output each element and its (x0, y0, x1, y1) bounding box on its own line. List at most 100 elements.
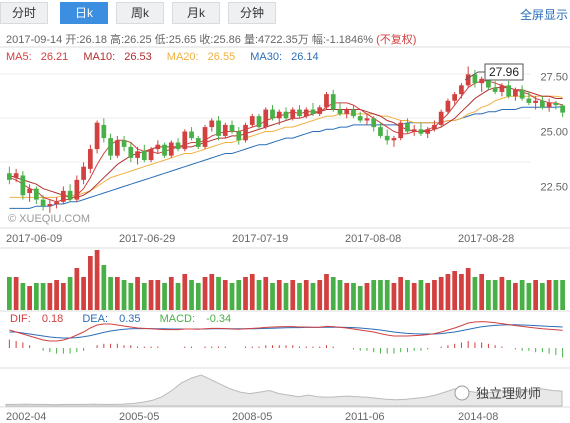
price-tag-callout: 27.96 (464, 63, 524, 81)
brand-text: 独立理财师 (476, 386, 541, 401)
volume-bar (432, 280, 437, 310)
ma10-legend: MA10: 26.53 (83, 51, 157, 63)
candle-body (357, 116, 363, 121)
fullscreen-button[interactable]: 全屏显示 (519, 8, 568, 22)
volume-bar (472, 277, 478, 310)
volume-bar (384, 280, 390, 310)
volume-bar (378, 280, 383, 310)
volume-bar (209, 274, 215, 310)
tab-weekly-k[interactable]: 周k (116, 2, 164, 24)
date-tick-label: 2017-08-08 (345, 233, 401, 245)
volume-bar (438, 277, 444, 310)
tab-daily-k[interactable]: 日k (60, 2, 108, 24)
tab-timeshare[interactable]: 分时 (0, 2, 48, 24)
ma10-line (9, 87, 563, 198)
volume-bar (202, 277, 208, 310)
volume-bar (135, 277, 140, 310)
volume-bar (175, 283, 181, 310)
candle-body (81, 166, 86, 180)
volume-bar (465, 268, 471, 310)
period-tabs: 分时 日k 周k 月k 分钟 全屏显示 (0, 0, 570, 26)
volume-bar (182, 274, 188, 310)
info-change: -1.1846% (325, 34, 374, 46)
macd-value: -0.34 (206, 313, 232, 325)
candle-body (216, 120, 221, 136)
candle-body (452, 94, 458, 101)
volume-bar (324, 274, 329, 310)
volume-bar (560, 280, 565, 310)
ma20-legend: MA20: 26.55 (167, 51, 241, 63)
volume-bar (189, 280, 194, 310)
candle-body (175, 142, 181, 150)
info-volume-label: 量: (243, 34, 259, 46)
volume-bar (162, 283, 167, 310)
candle-body (391, 138, 397, 141)
volume-bar (81, 277, 86, 310)
candle-body (310, 109, 316, 114)
candle-body (168, 142, 174, 156)
candle-body (425, 129, 431, 134)
candle-body (189, 131, 194, 139)
ma20-value: 26.55 (207, 51, 236, 63)
volume-bar (297, 283, 302, 310)
overview-area (5, 374, 563, 407)
candle-body (7, 173, 12, 180)
candle-body (540, 100, 545, 108)
candle-body (87, 149, 93, 169)
candle-body (229, 124, 235, 132)
volume-bar (553, 280, 559, 310)
volume-bar (20, 283, 26, 310)
volume-bar (243, 277, 248, 310)
tab-minute[interactable]: 分钟 (228, 2, 276, 24)
volume-bar (330, 277, 336, 310)
overview-tick-label: 2005-05 (119, 411, 159, 423)
ma-legend: MA5: 26.21 MA10: 26.53 MA20: 26.55 MA30:… (6, 51, 331, 63)
dea-label: DEA: (82, 313, 109, 325)
volume-bar (67, 277, 73, 310)
dea-legend: DEA: 0.35 (82, 313, 148, 325)
volume-bar (452, 271, 458, 310)
volume-bar (391, 283, 397, 310)
volume-bar (445, 274, 451, 310)
candle-body (533, 100, 538, 103)
candle-body (101, 124, 107, 139)
volume-bar (40, 283, 46, 310)
candle-body (202, 127, 208, 147)
info-open-label: 开: (65, 34, 80, 46)
moving-average-lines (9, 80, 563, 209)
volume-bar (290, 280, 296, 310)
volume-bar (425, 283, 431, 310)
candle-body (135, 151, 140, 158)
volume-bar (121, 280, 127, 310)
ma10-value: 26.53 (124, 51, 152, 63)
candle-body (472, 74, 478, 84)
price-tick-label: 27.50 (540, 72, 568, 84)
volume-bar (222, 280, 228, 310)
candle-body (67, 190, 73, 200)
info-volume: 4722.35万 (258, 34, 309, 46)
info-open: 26.18 (79, 34, 107, 46)
candle-body (60, 190, 66, 202)
candle-body (108, 138, 113, 156)
tab-monthly-k[interactable]: 月k (172, 2, 220, 24)
date-tick-label: 2017-08-28 (458, 233, 514, 245)
overview-tick-label: 2002-04 (6, 411, 46, 423)
candle-body (378, 127, 383, 136)
candle-body (256, 116, 262, 128)
candle-body (27, 188, 32, 194)
watermark: © XUEQIU.COM (8, 213, 90, 225)
volume-bar (128, 283, 134, 310)
candle-body (438, 111, 444, 125)
candle-body (74, 179, 80, 200)
volume-bar (229, 283, 235, 310)
candle-body (54, 201, 59, 205)
candle-body (222, 124, 228, 136)
volume-bar (168, 277, 174, 310)
volume-bar (411, 283, 417, 310)
candle-body (546, 102, 552, 108)
volume-bar (337, 280, 343, 310)
volume-bar (303, 280, 309, 310)
volume-bar (492, 280, 498, 310)
volume-bar (249, 274, 255, 310)
